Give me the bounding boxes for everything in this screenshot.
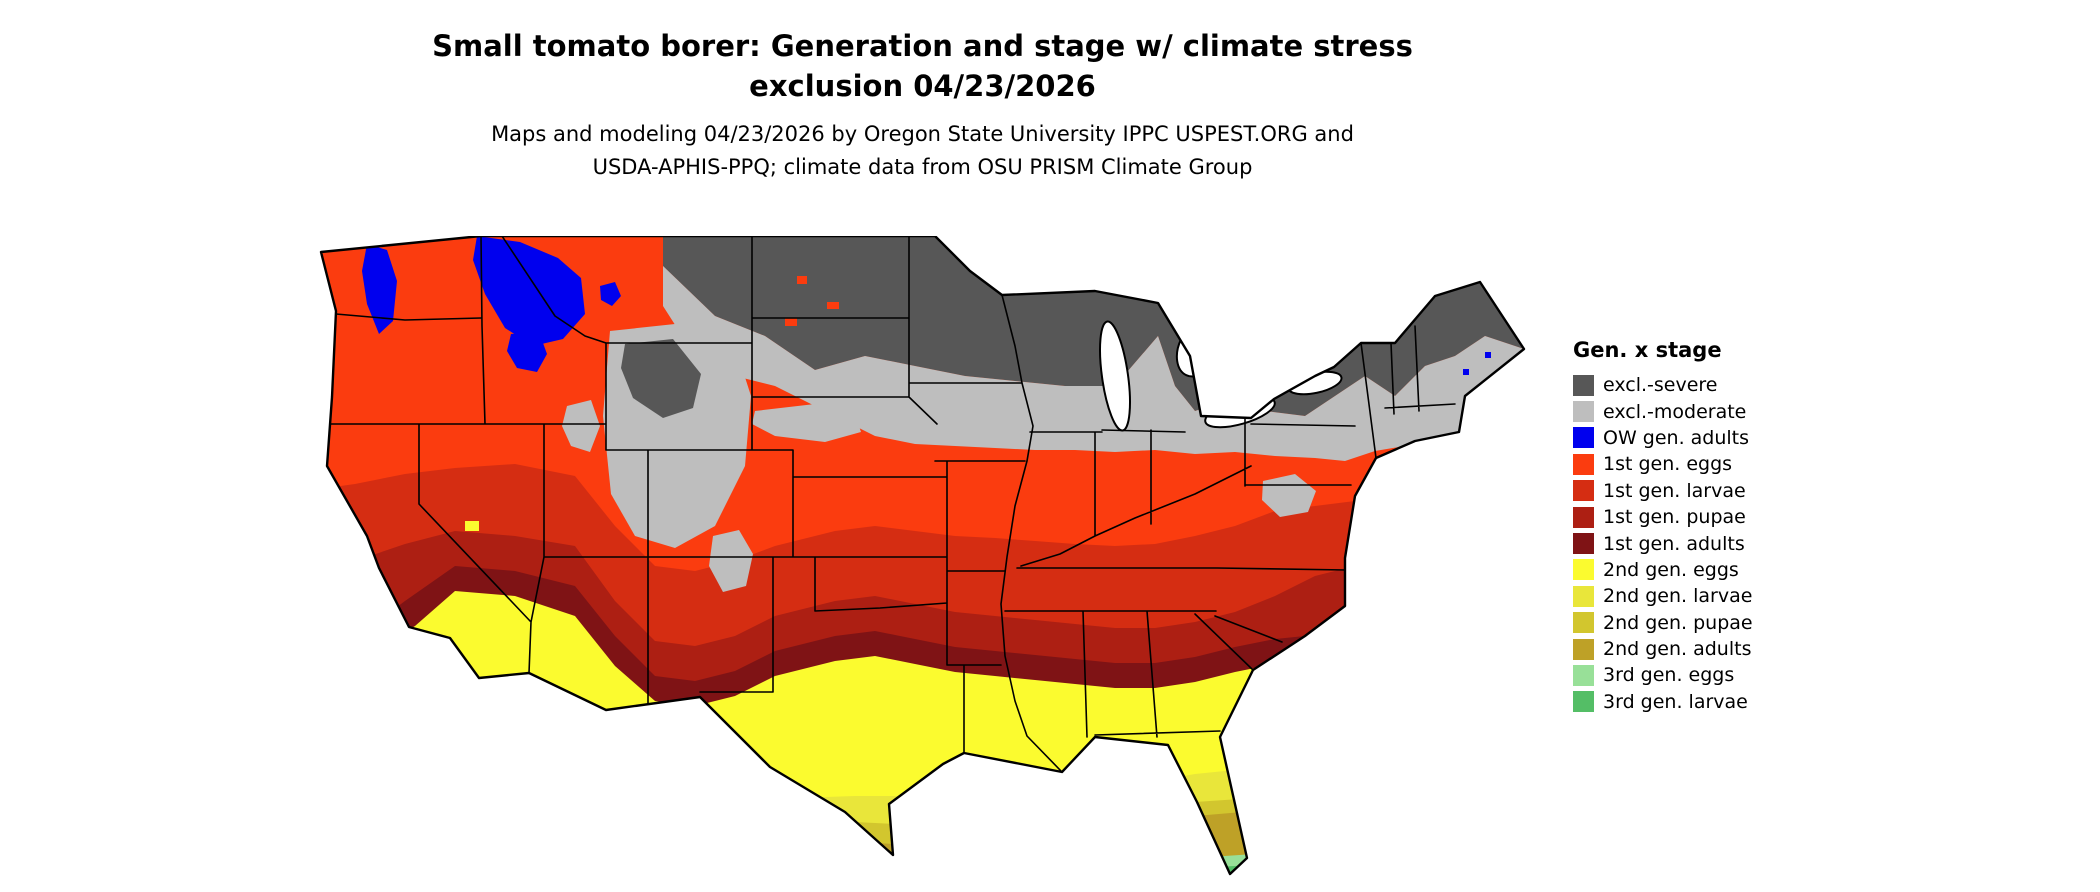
legend-label-2nd-gen-larvae: 2nd gen. larvae [1603, 585, 1753, 608]
page-title: Small tomato borer: Generation and stage… [315, 26, 1530, 106]
legend-item-3rd-gen-eggs: 3rd gen. eggs [1573, 662, 1833, 688]
legend-swatch-3rd-gen-eggs [1573, 664, 1594, 686]
legend-swatch-2nd-gen-adults [1573, 638, 1594, 660]
title-line-2: exclusion 04/23/2026 [749, 69, 1096, 103]
map-region-ow-adults-maine-speck-2 [1485, 352, 1491, 358]
page-subtitle: Maps and modeling 04/23/2026 by Oregon S… [315, 118, 1530, 184]
legend-swatch-1st-gen-eggs [1573, 453, 1594, 475]
legend-item-1st-gen-larvae: 1st gen. larvae [1573, 478, 1833, 504]
us-map-container [315, 234, 1530, 888]
legend-item-2nd-gen-adults: 2nd gen. adults [1573, 636, 1833, 662]
legend-swatch-1st-gen-adults [1573, 533, 1594, 555]
map-region-ow-adults-maine-speck [1463, 369, 1469, 375]
legend-item-1st-gen-pupae: 1st gen. pupae [1573, 504, 1833, 530]
legend-label-3rd-gen-larvae: 3rd gen. larvae [1603, 690, 1748, 713]
map-region-ow-adults-sawtooth [507, 332, 547, 372]
map-region-excl-moderate-north [663, 266, 1524, 461]
legend-label-ow-gen-adults: OW gen. adults [1603, 426, 1750, 449]
map-region-excl-moderate-southern-rockies [709, 530, 753, 592]
legend-label-1st-gen-larvae: 1st gen. larvae [1603, 479, 1746, 502]
map-speck-eggs2-desert [465, 521, 479, 531]
legend-swatch-3rd-gen-larvae [1573, 691, 1594, 713]
legend-item-3rd-gen-larvae: 3rd gen. larvae [1573, 689, 1833, 715]
us-outline [319, 234, 1526, 876]
legend-label-excl-moderate: excl.-moderate [1603, 400, 1747, 423]
map-band-3rd-gen-larvae [321, 863, 1524, 874]
legend-item-1st-gen-eggs: 1st gen. eggs [1573, 451, 1833, 477]
title-line-1: Small tomato borer: Generation and stage… [432, 29, 1413, 63]
subtitle-line-2: USDA-APHIS-PPQ; climate data from OSU PR… [592, 155, 1253, 179]
map-region-ow-adults-northern-rockies [473, 236, 585, 346]
legend-item-excl-severe: excl.-severe [1573, 372, 1833, 398]
legend-item-ow-gen-adults: OW gen. adults [1573, 425, 1833, 451]
map-speck-eggs-dakotas-3 [827, 302, 839, 309]
map-speck-eggs-dakotas [785, 318, 797, 326]
legend-item-2nd-gen-larvae: 2nd gen. larvae [1573, 583, 1833, 609]
legend-swatch-excl-moderate [1573, 401, 1594, 423]
map-region-ow-adults-cascades [362, 244, 397, 334]
map-band-2nd-gen-larvae [321, 766, 1524, 874]
legend-label-1st-gen-eggs: 1st gen. eggs [1603, 453, 1733, 476]
map-region-ow-adults-montana-speck [600, 282, 621, 306]
legend-swatch-1st-gen-pupae [1573, 506, 1594, 528]
map-band-2nd-gen-adults [321, 806, 1524, 874]
legend-item-2nd-gen-pupae: 2nd gen. pupae [1573, 610, 1833, 636]
us-phenology-map [319, 234, 1526, 876]
legend-swatch-2nd-gen-eggs [1573, 559, 1594, 581]
legend-label-1st-gen-pupae: 1st gen. pupae [1603, 506, 1746, 529]
legend-label-2nd-gen-pupae: 2nd gen. pupae [1603, 611, 1753, 634]
legend-swatch-2nd-gen-larvae [1573, 585, 1594, 607]
state-boundaries [328, 236, 1456, 773]
map-region-excl-moderate-sandhills [752, 404, 861, 442]
map-speck-eggs-dakotas-2 [797, 276, 807, 284]
legend-item-1st-gen-adults: 1st gen. adults [1573, 530, 1833, 556]
map-band-3rd-gen-eggs [321, 851, 1524, 874]
subtitle-line-1: Maps and modeling 04/23/2026 by Oregon S… [491, 122, 1354, 146]
map-region-excl-moderate-utah-mountains [562, 400, 600, 452]
legend-item-excl-moderate: excl.-moderate [1573, 398, 1833, 424]
legend-swatch-excl-severe [1573, 374, 1594, 396]
map-band-2nd-gen-pupae [321, 796, 1524, 874]
legend-item-2nd-gen-eggs: 2nd gen. eggs [1573, 557, 1833, 583]
legend: Gen. x stage excl.-severe excl.-moderate… [1573, 338, 1833, 715]
legend-swatch-1st-gen-larvae [1573, 480, 1594, 502]
map-region-excl-severe-wyoming [621, 339, 701, 418]
legend-swatch-2nd-gen-pupae [1573, 612, 1594, 634]
legend-label-1st-gen-adults: 1st gen. adults [1603, 532, 1745, 555]
legend-title: Gen. x stage [1573, 338, 1722, 362]
legend-label-2nd-gen-adults: 2nd gen. adults [1603, 638, 1752, 661]
legend-label-3rd-gen-eggs: 3rd gen. eggs [1603, 664, 1735, 687]
legend-swatch-ow-gen-adults [1573, 427, 1594, 449]
map-fill-layers [321, 236, 1524, 874]
legend-label-2nd-gen-eggs: 2nd gen. eggs [1603, 558, 1739, 581]
legend-label-excl-severe: excl.-severe [1603, 374, 1718, 397]
